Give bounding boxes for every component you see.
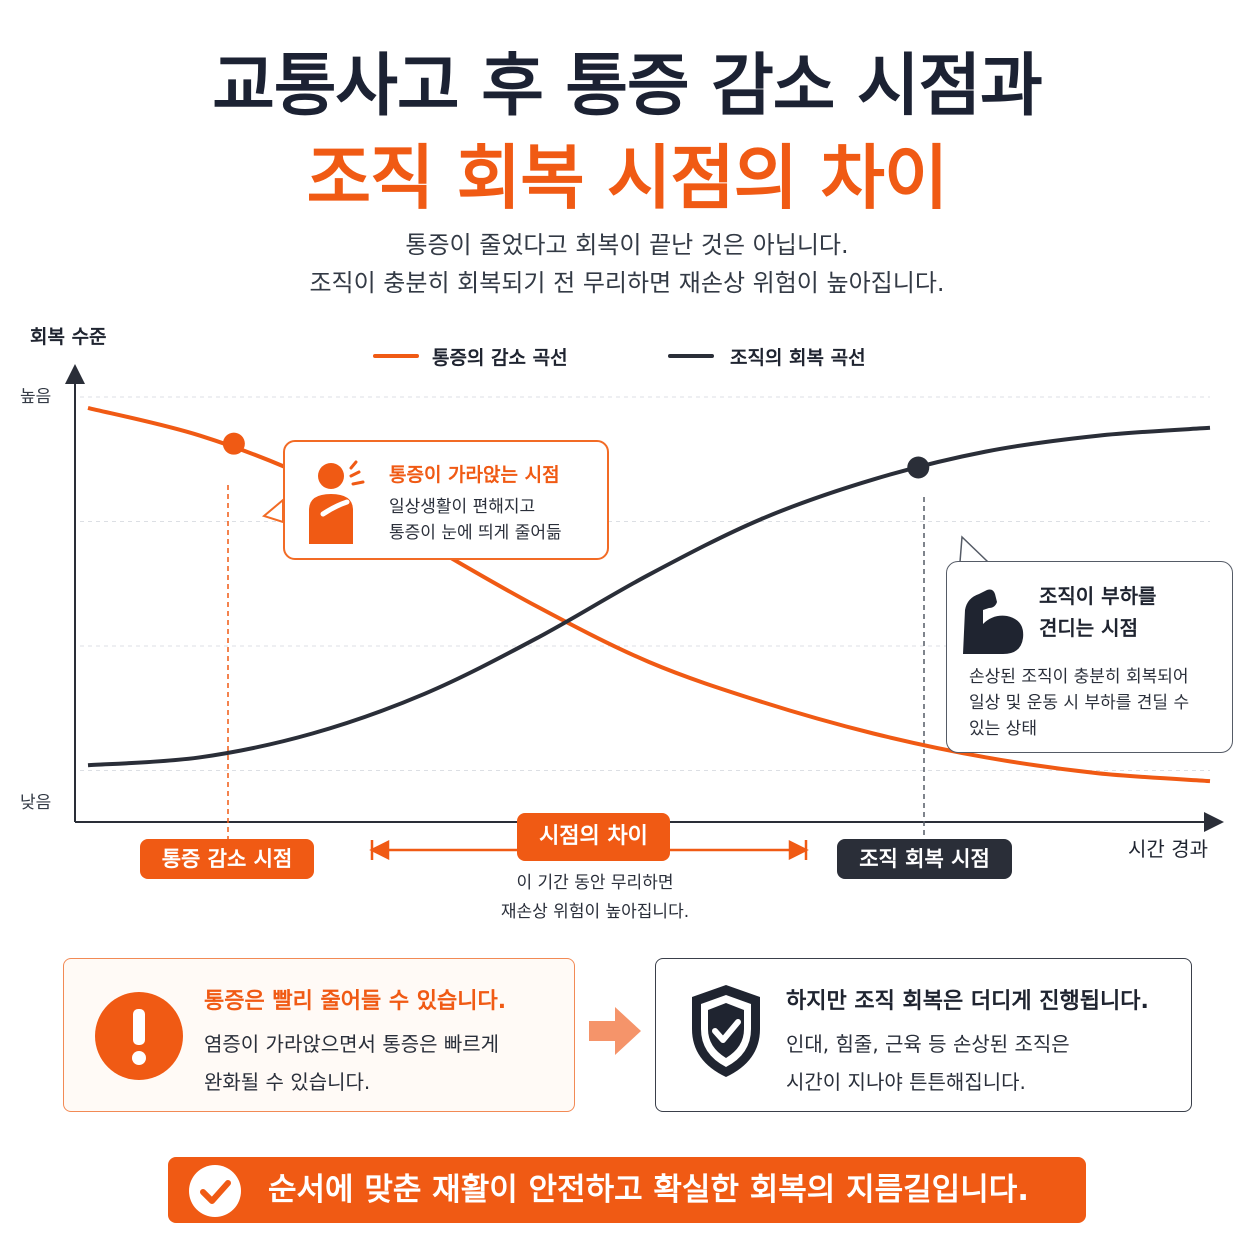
subtitle-line2: 조직이 충분히 회복되기 전 무리하면 재손상 위험이 높아집니다.	[309, 269, 945, 297]
tissue-callout-line1: 손상된 조직이 충분히 회복되어	[969, 667, 1189, 687]
pain-fast-card-body: 염증이 가라앉으면서 통증은 빠르게 완화될 수 있습니다.	[204, 1025, 499, 1101]
gap-arrow-left	[369, 839, 390, 860]
page-title-line2: 조직 회복 시점의 차이	[306, 137, 949, 219]
tissue-callout-body: 손상된 조직이 충분히 회복되어 일상 및 운동 시 부하를 견딜 수 있는 상…	[969, 664, 1189, 742]
subtitle-line1: 통증이 줄었다고 회복이 끝난 것은 아닙니다.	[405, 231, 849, 259]
tissue-slow-card-title: 하지만 조직 회복은 더디게 진행됩니다.	[786, 989, 1149, 1014]
person-pain-icon	[309, 460, 365, 544]
legend-tissue-label: 조직의 회복 곡선	[730, 347, 866, 369]
tissue-slow-card-line2: 시간이 지나야 튼튼해집니다.	[786, 1070, 1026, 1094]
pain-curve-marker	[222, 432, 245, 455]
shield-check-icon	[692, 985, 760, 1077]
tissue-callout-title-line1: 조직이 부하를	[1039, 584, 1157, 608]
pain-callout-line1: 일상생활이 편해지고	[389, 497, 536, 517]
y-tick-high: 높음	[20, 387, 51, 407]
tissue-callout-line3: 있는 상태	[969, 719, 1037, 739]
pain-fast-card: 통증은 빨리 줄어들 수 있습니다. 염증이 가라앉으면서 통증은 빠르게 완화…	[63, 958, 575, 1112]
tissue-callout: 조직이 부하를 견디는 시점 손상된 조직이 충분히 회복되어 일상 및 운동 …	[946, 561, 1233, 753]
tissue-callout-line2: 일상 및 운동 시 부하를 견딜 수	[969, 693, 1190, 713]
tissue-callout-title-line2: 견디는 시점	[1039, 616, 1138, 640]
pain-fast-card-line2: 완화될 수 있습니다.	[204, 1070, 371, 1094]
y-tick-low: 낮음	[20, 793, 51, 813]
tissue-callout-pointer	[959, 535, 990, 563]
pain-callout-line2: 통증이 눈에 띄게 줄어듦	[389, 523, 562, 543]
arrow-right-icon	[589, 1007, 641, 1055]
tissue-curve-marker	[907, 456, 930, 479]
tissue-callout-title: 조직이 부하를 견디는 시점	[1039, 580, 1156, 644]
pain-callout: 통증이 가라앉는 시점 일상생활이 편해지고 통증이 눈에 띄게 줄어듦	[283, 440, 609, 560]
tissue-slow-card-line1: 인대, 힘줄, 근육 등 손상된 조직은	[786, 1032, 1070, 1056]
exclamation-icon	[95, 992, 183, 1080]
y-axis-label: 회복 수준	[30, 326, 107, 348]
tissue-curve	[87, 425, 1211, 768]
x-axis-label: 시간 경과	[1128, 837, 1208, 860]
flexed-arm-icon	[963, 589, 1024, 654]
summary-banner-text: 순서에 맞춘 재활이 안전하고 확실한 회복의 지름길입니다.	[268, 1172, 1030, 1208]
pain-fast-card-line1: 염증이 가라앉으면서 통증은 빠르게	[204, 1032, 500, 1056]
check-circle-icon	[189, 1165, 241, 1217]
pain-point-label: 통증 감소 시점	[140, 839, 314, 879]
pain-callout-pointer	[261, 497, 284, 524]
gap-arrow-right	[788, 839, 809, 860]
gap-note-line1: 이 기간 동안 무리하면	[516, 873, 674, 893]
tissue-point-label: 조직 회복 시점	[837, 839, 1012, 879]
pain-callout-title: 통증이 가라앉는 시점	[389, 464, 560, 486]
pain-fast-card-title: 통증은 빨리 줄어들 수 있습니다.	[204, 989, 507, 1014]
pain-callout-body: 일상생활이 편해지고 통증이 눈에 띄게 줄어듦	[389, 494, 562, 546]
gap-note-line2: 재손상 위험이 높아집니다.	[500, 902, 690, 922]
legend-pain-label: 통증의 감소 곡선	[432, 347, 568, 369]
tissue-slow-card-body: 인대, 힘줄, 근육 등 손상된 조직은 시간이 지나야 튼튼해집니다.	[786, 1025, 1070, 1101]
gap-label: 시점의 차이	[517, 813, 670, 861]
summary-banner: 순서에 맞춘 재활이 안전하고 확실한 회복의 지름길입니다.	[168, 1157, 1086, 1223]
tissue-slow-card: 하지만 조직 회복은 더디게 진행됩니다. 인대, 힘줄, 근육 등 손상된 조…	[655, 958, 1192, 1112]
page-title-line1: 교통사고 후 통증 감소 시점과	[212, 47, 1042, 126]
